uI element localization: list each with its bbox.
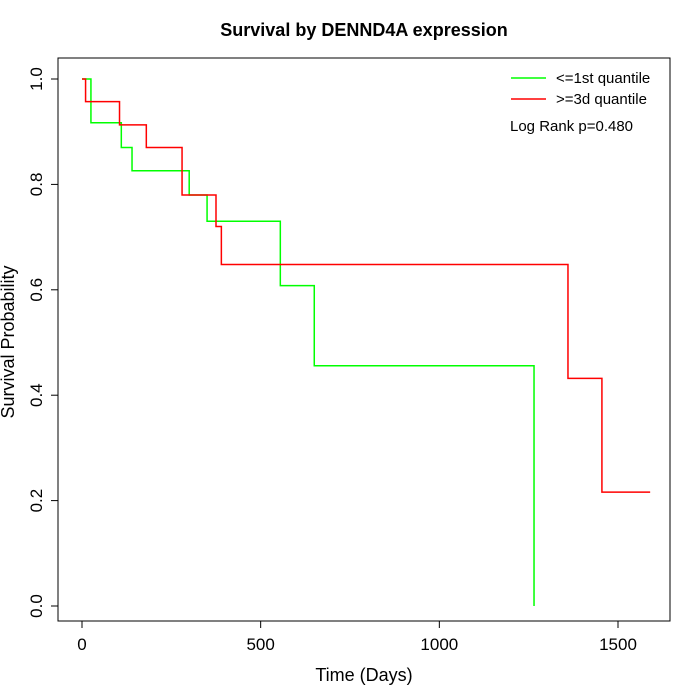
x-tick-label: 500 [246, 635, 274, 654]
y-tick-label: 0.8 [27, 173, 46, 197]
y-tick-label: 1.0 [27, 67, 46, 91]
x-axis-label: Time (Days) [315, 665, 412, 685]
x-tick-label: 0 [77, 635, 86, 654]
y-axis-label: Survival Probability [0, 265, 18, 418]
log-rank-annotation: Log Rank p=0.480 [510, 118, 633, 135]
series-line-high-quantile [82, 78, 651, 493]
y-axis: 0.0 0.2 0.4 0.6 0.8 1.0 [27, 67, 59, 618]
x-tick-label: 1000 [420, 635, 458, 654]
plot-frame [57, 57, 671, 622]
y-tick-label: 0.6 [27, 278, 46, 302]
y-tick-label: 0.0 [27, 594, 46, 618]
series-layer [82, 78, 651, 606]
series-line-low-quantile [82, 78, 535, 606]
y-tick-label: 0.2 [27, 489, 46, 513]
chart-title: Survival by DENND4A expression [220, 20, 507, 40]
legend: <=1st quantile >=3d quantile [511, 70, 650, 108]
legend-label-low: <=1st quantile [556, 70, 650, 87]
x-axis: 0 500 1000 1500 [77, 620, 637, 654]
x-tick-label: 1500 [599, 635, 637, 654]
y-tick-label: 0.4 [27, 383, 46, 407]
legend-label-high: >=3d quantile [556, 91, 647, 108]
